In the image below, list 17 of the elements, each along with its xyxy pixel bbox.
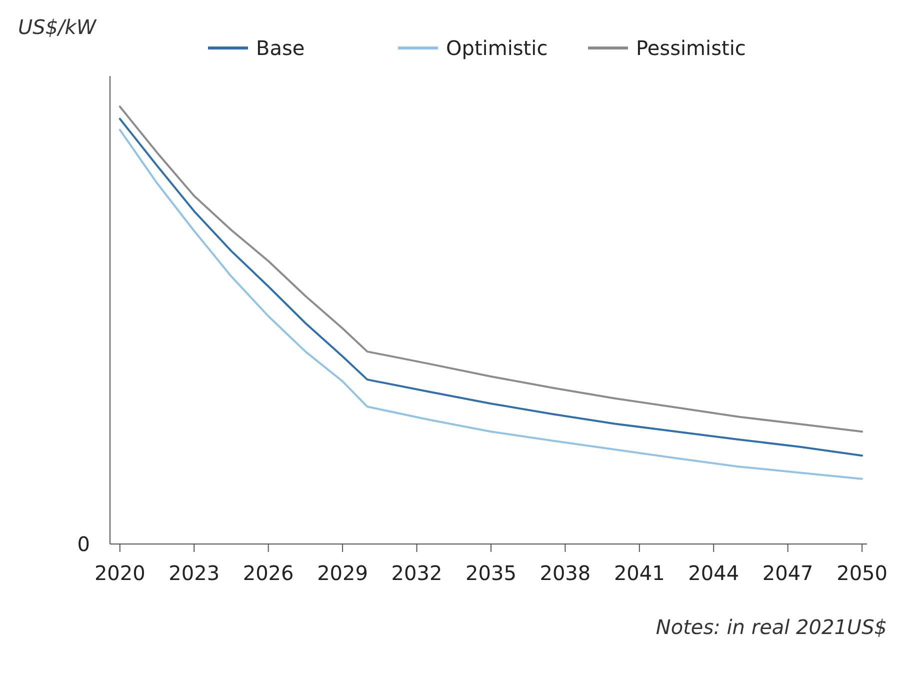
x-tick-label: 2026 [242, 561, 294, 585]
x-tick-label: 2050 [836, 561, 888, 585]
x-tick-label: 2038 [540, 561, 591, 585]
legend-label: Base [256, 36, 305, 60]
x-tick-label: 2023 [168, 561, 220, 585]
y-axis-title: US$/kW [18, 15, 98, 39]
legend-label: Optimistic [446, 36, 548, 60]
x-tick-label: 2029 [317, 561, 368, 585]
x-tick-label: 2020 [94, 561, 146, 585]
x-tick-label: 2044 [688, 561, 740, 585]
text: Notes: in real 2021US$ [656, 615, 887, 639]
legend-label: Pessimistic [636, 36, 746, 60]
x-tick-label: 2041 [614, 561, 665, 585]
x-tick-label: 2035 [466, 561, 516, 585]
x-tick-label: 2032 [391, 561, 442, 585]
x-tick-label: 2047 [762, 561, 814, 585]
text: 0 [77, 532, 90, 556]
